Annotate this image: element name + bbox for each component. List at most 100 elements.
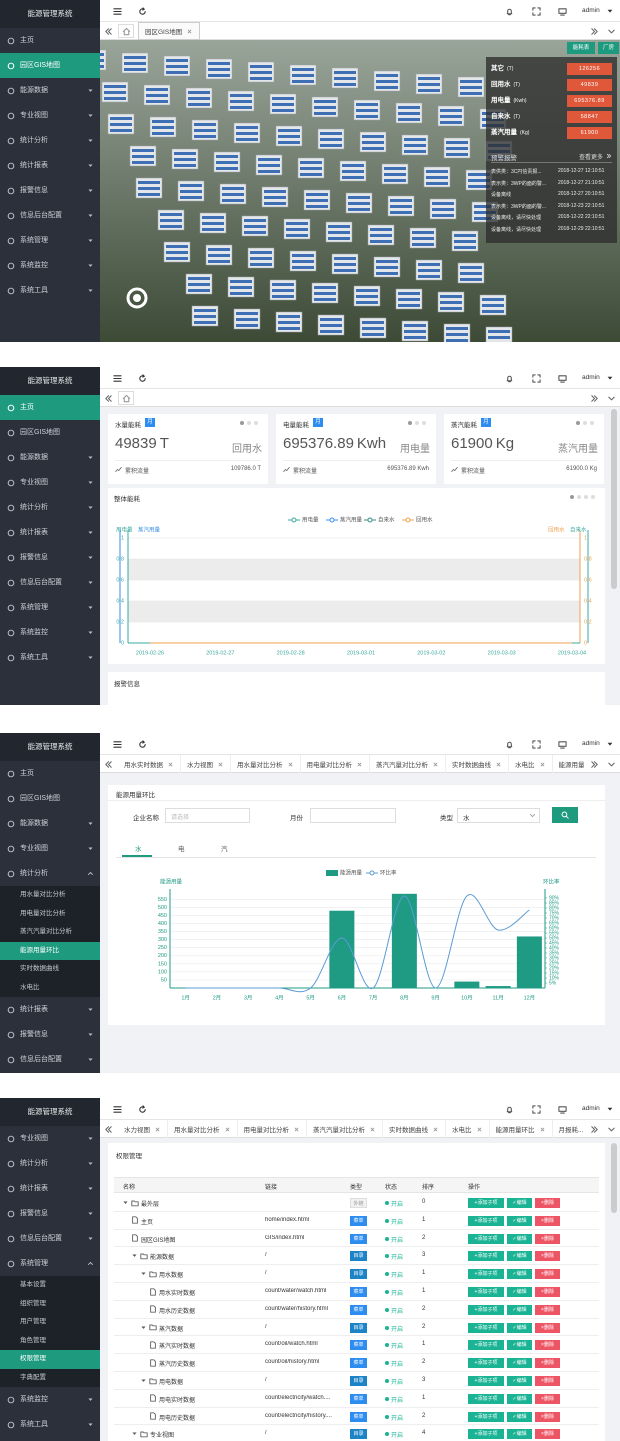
- action-button[interactable]: ×删除: [535, 1322, 560, 1333]
- menu-item[interactable]: 主页: [0, 28, 100, 53]
- tab[interactable]: 用电量对比分析: [238, 1120, 307, 1138]
- submenu-item[interactable]: 实时数据曲线: [0, 960, 100, 979]
- action-button[interactable]: ×删除: [535, 1304, 560, 1315]
- menu-item[interactable]: 能源数据: [0, 78, 100, 103]
- menu-item[interactable]: 信息后台配置: [0, 203, 100, 228]
- tab[interactable]: 实时数据曲线: [446, 755, 509, 773]
- menu-item[interactable]: 园区GIS地图: [0, 786, 100, 811]
- submenu-item[interactable]: 权限管理: [0, 1350, 100, 1369]
- tab[interactable]: 水电比: [446, 1120, 490, 1138]
- company-select[interactable]: 请选择: [165, 808, 250, 823]
- action-button[interactable]: +添加子项: [468, 1322, 504, 1333]
- action-button[interactable]: ✓编辑: [507, 1304, 532, 1315]
- menu-item[interactable]: 统计分析: [0, 861, 100, 886]
- action-button[interactable]: ×删除: [535, 1376, 560, 1386]
- menu-item[interactable]: 统计分析: [0, 128, 100, 153]
- menu-item[interactable]: 统计报表: [0, 997, 100, 1022]
- tab[interactable]: 用电量对比分析: [301, 755, 370, 773]
- action-button[interactable]: +添加子项: [468, 1411, 504, 1422]
- action-button[interactable]: ✓编辑: [507, 1269, 532, 1280]
- action-button[interactable]: ×删除: [535, 1429, 560, 1440]
- tab[interactable]: 水力视图: [181, 755, 231, 773]
- user-name[interactable]: admin: [582, 1105, 600, 1112]
- user-name[interactable]: admin: [582, 740, 600, 747]
- submenu-item[interactable]: 用户管理: [0, 1313, 100, 1332]
- menu-item[interactable]: 主页: [0, 395, 100, 420]
- home-tab[interactable]: [118, 24, 134, 38]
- menu-item[interactable]: 报警信息: [0, 1201, 100, 1226]
- action-button[interactable]: +添加子项: [468, 1429, 504, 1440]
- tab[interactable]: 能源用量环比: [490, 1120, 553, 1138]
- action-button[interactable]: ×删除: [535, 1198, 560, 1208]
- menu-item[interactable]: 能源数据: [0, 445, 100, 470]
- alerts-more[interactable]: 查看更多: [579, 155, 604, 161]
- menu-item[interactable]: 系统管理: [0, 1251, 100, 1276]
- tab[interactable]: 能源用量...: [553, 755, 585, 773]
- menu-item[interactable]: 专业视图: [0, 836, 100, 861]
- menu-item[interactable]: 专业视图: [0, 470, 100, 495]
- menu-item[interactable]: 系统管理: [0, 595, 100, 620]
- action-button[interactable]: ×删除: [535, 1251, 560, 1262]
- action-button[interactable]: ×删除: [535, 1215, 560, 1226]
- tab[interactable]: 月报耗...: [553, 1120, 585, 1138]
- action-button[interactable]: ✓编辑: [507, 1251, 532, 1262]
- submenu-item[interactable]: 蒸汽汽量对比分析: [0, 923, 100, 942]
- submenu-item[interactable]: 字典配置: [0, 1368, 100, 1387]
- sub-tab[interactable]: 汽: [221, 846, 228, 853]
- menu-item[interactable]: 统计报表: [0, 153, 100, 178]
- tab[interactable]: 蒸汽汽量对比分析: [307, 1120, 383, 1138]
- user-name[interactable]: admin: [582, 374, 600, 381]
- menu-item[interactable]: 统计报表: [0, 520, 100, 545]
- action-button[interactable]: ✓编辑: [507, 1340, 532, 1351]
- menu-item[interactable]: 园区GIS地图: [0, 420, 100, 445]
- submenu-item[interactable]: 角色管理: [0, 1331, 100, 1350]
- submenu-item[interactable]: 用电量对比分析: [0, 904, 100, 923]
- menu-item[interactable]: 统计分析: [0, 1151, 100, 1176]
- kind-select[interactable]: 水: [457, 808, 540, 823]
- tab[interactable]: 水电比: [509, 755, 553, 773]
- month-input[interactable]: [310, 808, 396, 823]
- submenu-item[interactable]: 能源用量环比: [0, 941, 100, 960]
- action-button[interactable]: +添加子项: [468, 1340, 504, 1351]
- menu-item[interactable]: 系统监控: [0, 253, 100, 278]
- menu-item[interactable]: 主页: [0, 761, 100, 786]
- menu-item[interactable]: 统计分析: [0, 495, 100, 520]
- menu-item[interactable]: 系统监控: [0, 620, 100, 645]
- action-button[interactable]: +添加子项: [468, 1215, 504, 1226]
- action-button[interactable]: ✓编辑: [507, 1376, 532, 1386]
- action-button[interactable]: +添加子项: [468, 1251, 504, 1262]
- action-button[interactable]: +添加子项: [468, 1287, 504, 1297]
- action-button[interactable]: ×删除: [535, 1269, 560, 1280]
- submenu-item[interactable]: 用水量对比分析: [0, 886, 100, 905]
- action-button[interactable]: +添加子项: [468, 1376, 504, 1386]
- menu-item[interactable]: 专业视图: [0, 1126, 100, 1151]
- action-button[interactable]: ✓编辑: [507, 1215, 532, 1226]
- sub-tab[interactable]: 电: [178, 846, 185, 853]
- action-button[interactable]: ×删除: [535, 1340, 560, 1351]
- menu-item[interactable]: 园区GIS地图: [0, 53, 100, 78]
- action-button[interactable]: ×删除: [535, 1287, 560, 1297]
- menu-item[interactable]: 报警信息: [0, 545, 100, 570]
- action-button[interactable]: +添加子项: [468, 1358, 504, 1369]
- tab[interactable]: 园区GIS地图: [138, 22, 201, 40]
- map-button[interactable]: 能耗表: [567, 42, 595, 54]
- menu-item[interactable]: 统计报表: [0, 1176, 100, 1201]
- tab[interactable]: 水力视图: [118, 1120, 168, 1138]
- action-button[interactable]: ✓编辑: [507, 1393, 532, 1404]
- action-button[interactable]: +添加子项: [468, 1393, 504, 1404]
- action-button[interactable]: ✓编辑: [507, 1233, 532, 1244]
- menu-item[interactable]: 信息后台配置: [0, 1226, 100, 1251]
- action-button[interactable]: +添加子项: [468, 1304, 504, 1315]
- search-button[interactable]: [552, 807, 578, 823]
- action-button[interactable]: ×删除: [535, 1358, 560, 1369]
- menu-item[interactable]: 信息后台配置: [0, 1047, 100, 1072]
- action-button[interactable]: ✓编辑: [507, 1411, 532, 1422]
- action-button[interactable]: ×删除: [535, 1411, 560, 1422]
- action-button[interactable]: ✓编辑: [507, 1429, 532, 1440]
- action-button[interactable]: ✓编辑: [507, 1322, 532, 1333]
- tab[interactable]: 用水量对比分析: [231, 755, 301, 773]
- submenu-item[interactable]: 水电比: [0, 978, 100, 997]
- sub-tab[interactable]: 水: [135, 846, 142, 853]
- action-button[interactable]: ×删除: [535, 1393, 560, 1404]
- menu-item[interactable]: 系统工具: [0, 645, 100, 670]
